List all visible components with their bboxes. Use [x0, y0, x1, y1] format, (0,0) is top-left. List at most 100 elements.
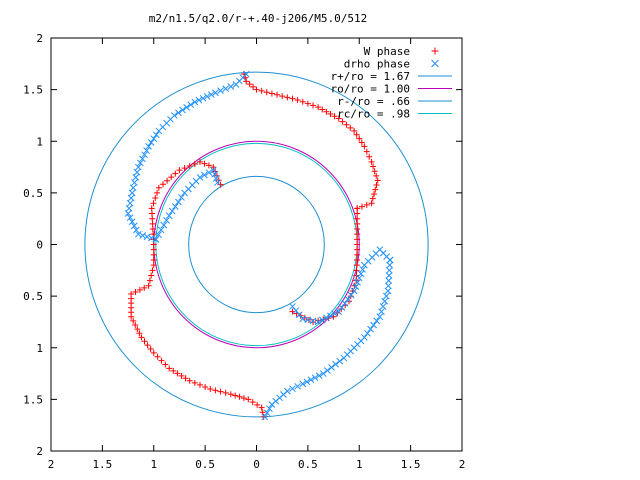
data-point [366, 153, 373, 160]
plot-area [84, 70, 429, 421]
data-point [284, 94, 291, 101]
data-point [263, 89, 270, 96]
data-point [327, 312, 334, 320]
data-point [343, 121, 350, 128]
data-point [370, 163, 377, 170]
data-point [340, 354, 348, 362]
data-point [202, 383, 209, 390]
data-point [289, 385, 296, 393]
data-point [332, 360, 339, 368]
data-point [187, 101, 195, 109]
data-point [331, 310, 338, 318]
data-point [338, 304, 346, 311]
data-point [150, 135, 158, 143]
data-point [263, 409, 271, 417]
x-tick-label: 0.5 [195, 458, 215, 471]
data-point [160, 221, 168, 229]
data-point [141, 151, 148, 159]
data-point [323, 108, 330, 115]
data-point [186, 163, 193, 170]
data-point [183, 104, 190, 111]
data-point [236, 393, 243, 400]
axis-ticks: 2 1.5 1 0.5 0 0.5 1 1.5 221.510.500.511.52 [23, 32, 465, 471]
data-point [178, 372, 185, 379]
data-point [372, 186, 379, 193]
data-point [139, 155, 146, 163]
data-point [385, 272, 393, 279]
data-point [176, 167, 183, 174]
data-point [172, 170, 179, 177]
data-point [299, 98, 306, 105]
data-point [319, 370, 327, 377]
data-point [128, 189, 136, 197]
x-tick-label: 0.5 [298, 458, 318, 471]
data-point [258, 87, 265, 94]
data-point [127, 194, 135, 202]
data-point [266, 405, 273, 413]
data-point [150, 262, 157, 269]
y-tick-label: 2 [36, 32, 43, 45]
data-point [139, 232, 147, 239]
data-point [170, 367, 177, 374]
data-point [152, 131, 160, 139]
data-point [148, 272, 155, 279]
data-point [232, 392, 239, 399]
data-point [353, 267, 360, 274]
data-point [359, 266, 367, 273]
data-point [128, 218, 136, 226]
legend-marker-swatch [431, 59, 439, 68]
data-point [145, 143, 152, 150]
data-point [149, 220, 156, 227]
data-point [145, 282, 152, 289]
data-point [150, 200, 157, 207]
legend-label: rc/ro = .98 [337, 108, 410, 121]
data-point [174, 370, 181, 377]
data-point [371, 191, 378, 198]
x-tick-label: 2 [459, 458, 466, 471]
data-point [155, 231, 162, 238]
y-tick-label: 1.5 [23, 393, 43, 406]
data-point [315, 104, 322, 111]
data-point [368, 158, 375, 165]
data-point [150, 349, 157, 356]
data-point [191, 98, 199, 106]
data-point [305, 316, 312, 323]
data-point [191, 379, 198, 386]
data-point [354, 210, 361, 217]
data-point [152, 235, 160, 243]
x-tick-label: 1 [150, 458, 157, 471]
circle-rro-2 [188, 175, 325, 314]
series-w-phase [128, 71, 381, 420]
data-point [358, 139, 365, 146]
series-drho-phase [124, 70, 394, 421]
data-point [201, 171, 208, 179]
data-point [356, 135, 363, 142]
data-point [352, 283, 360, 291]
y-tick-label: 0.5 [23, 290, 43, 303]
data-point [258, 404, 265, 411]
data-point [336, 357, 344, 365]
data-point [250, 83, 257, 90]
data-point [327, 110, 334, 117]
data-point [168, 207, 176, 215]
x-tick-label: 1.5 [92, 458, 112, 471]
legend-marker-swatch [431, 47, 439, 55]
data-point [175, 109, 182, 117]
data-point [353, 262, 360, 269]
data-point [128, 313, 135, 320]
x-tick-label: 1.5 [401, 458, 421, 471]
data-point [175, 198, 182, 206]
data-point [157, 226, 165, 234]
data-point [243, 78, 250, 85]
data-point [143, 147, 150, 154]
data-point [371, 168, 378, 175]
data-point [164, 177, 171, 184]
data-point [294, 382, 301, 390]
data-point [124, 210, 132, 217]
data-point [364, 329, 371, 337]
data-point [304, 316, 312, 324]
data-point [126, 214, 134, 222]
legend-label: W phase [364, 45, 410, 58]
data-point [147, 346, 154, 353]
